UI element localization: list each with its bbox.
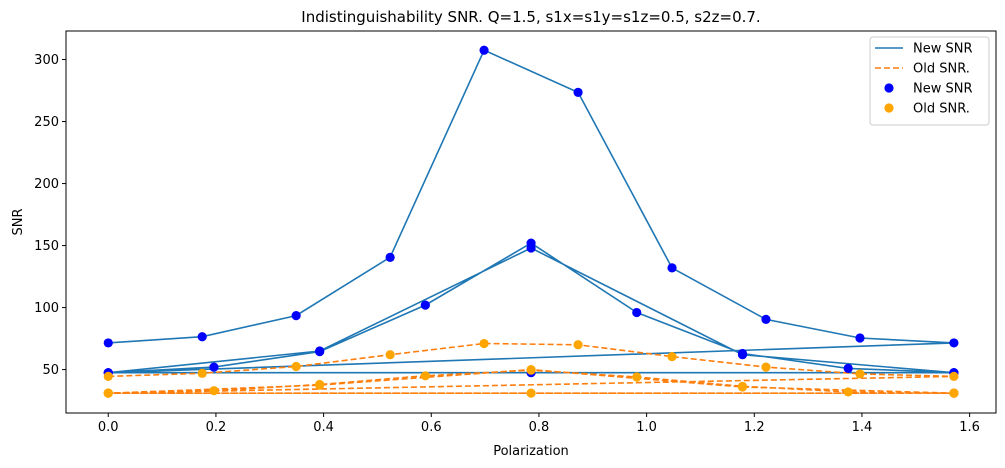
old-snr-point <box>843 387 853 397</box>
y-tick-label: 250 <box>34 115 59 130</box>
old-snr-point <box>315 380 325 390</box>
legend: New SNR Old SNR. New SNR Old SNR. <box>869 36 990 126</box>
plot-frame <box>65 30 997 414</box>
old-snr-point <box>385 350 395 360</box>
new-snr-point <box>949 338 959 348</box>
x-tick-label: 1.0 <box>636 420 657 435</box>
x-tick-label: 0.4 <box>313 420 334 435</box>
legend-marker <box>884 83 894 93</box>
plot-area <box>103 45 959 398</box>
y-axis: 50 100 150 200 250 300 <box>34 53 66 378</box>
y-tick-label: 50 <box>42 363 59 378</box>
old-snr-point <box>103 388 113 398</box>
old-snr-point <box>291 361 301 372</box>
old-snr-point <box>420 371 430 381</box>
old-snr-point <box>761 362 771 372</box>
new-snr-point <box>573 87 583 97</box>
new-snr-point <box>737 350 748 360</box>
new-snr-point <box>209 362 219 372</box>
new-snr-point <box>632 307 642 318</box>
y-tick-label: 300 <box>34 53 59 68</box>
legend-label: New SNR <box>913 42 973 57</box>
chart-title: Indistinguishability SNR. Q=1.5, s1x=s1y… <box>301 8 760 26</box>
y-axis-label: SNR <box>11 208 26 235</box>
new-snr-point <box>103 338 113 348</box>
new-snr-point <box>479 45 489 55</box>
old-snr-point <box>949 388 959 398</box>
x-tick-label: 1.6 <box>959 420 980 435</box>
new-snr-point <box>667 263 677 273</box>
old-snr-point <box>949 371 959 382</box>
x-axis: 0.0 0.2 0.4 0.6 0.8 1.0 1.2 1.4 1.6 <box>98 413 980 435</box>
old-snr-point <box>855 369 865 379</box>
new-snr-point <box>197 332 207 342</box>
legend-box <box>869 36 990 126</box>
old-snr-point <box>632 372 642 382</box>
old-snr-point <box>737 382 748 392</box>
old-snr-point <box>573 340 583 350</box>
legend-label: New SNR <box>913 82 973 97</box>
x-axis-label: Polarization <box>493 444 569 459</box>
old-snr-point <box>526 364 536 375</box>
x-tick-label: 0.6 <box>421 420 442 435</box>
new-snr-point <box>385 252 395 262</box>
x-tick-label: 1.4 <box>852 420 873 435</box>
new-snr-point <box>855 333 865 343</box>
old-snr-point <box>667 351 677 362</box>
x-tick-label: 0.0 <box>98 420 119 435</box>
y-tick-label: 100 <box>34 301 59 316</box>
new-snr-point <box>315 346 325 356</box>
new-snr-point <box>420 300 430 310</box>
old-snr-point <box>209 386 219 396</box>
new-snr-point <box>526 243 536 253</box>
x-tick-label: 0.8 <box>529 420 550 435</box>
y-tick-label: 150 <box>34 239 59 254</box>
new-snr-point <box>291 311 301 321</box>
legend-label: Old SNR. <box>913 62 970 77</box>
new-snr-line <box>108 49 954 374</box>
y-tick-label: 200 <box>34 177 59 192</box>
new-snr-point <box>761 314 771 324</box>
legend-label: Old SNR. <box>913 102 970 117</box>
new-snr-point <box>843 363 853 373</box>
legend-marker <box>884 103 894 113</box>
x-tick-label: 1.2 <box>744 420 765 435</box>
old-snr-point <box>197 368 207 378</box>
old-snr-point <box>103 371 113 382</box>
old-snr-point <box>479 338 489 349</box>
old-snr-point <box>526 388 536 398</box>
x-tick-label: 0.2 <box>206 420 227 435</box>
